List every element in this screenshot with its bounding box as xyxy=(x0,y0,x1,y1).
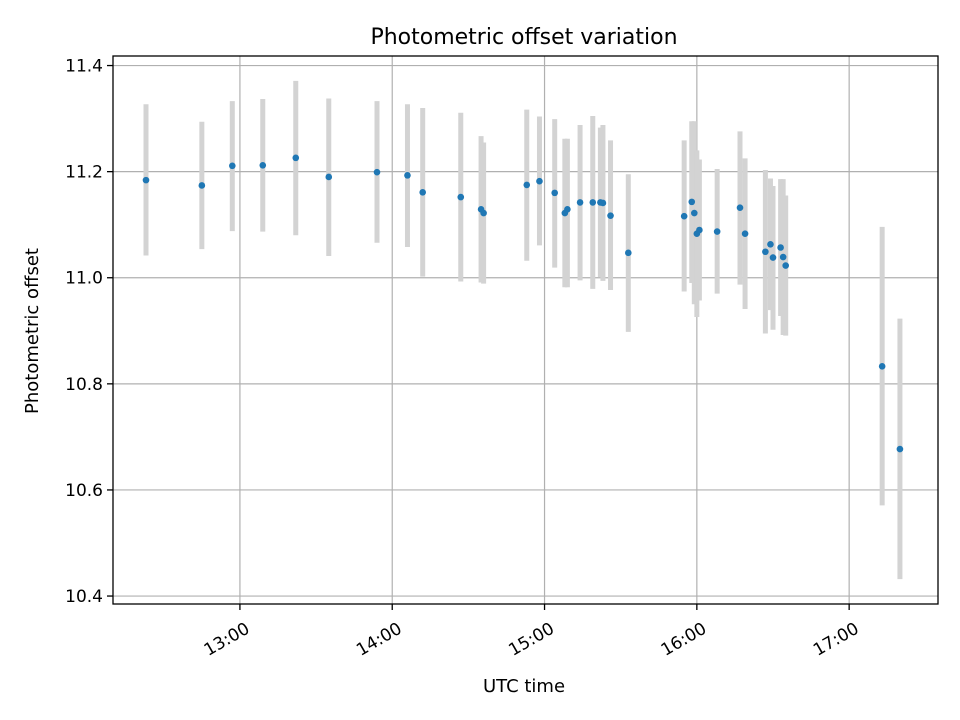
data-point xyxy=(713,228,721,235)
data-point xyxy=(536,177,543,185)
data-point xyxy=(688,198,696,206)
data-point xyxy=(767,241,774,248)
x-tick-label: 16:00 xyxy=(658,619,710,661)
data-point xyxy=(457,193,465,201)
data-point xyxy=(762,248,769,256)
data-point xyxy=(564,206,571,213)
data-point xyxy=(404,172,411,179)
data-point xyxy=(523,181,531,189)
x-tick-label: 13:00 xyxy=(201,619,253,661)
data-point xyxy=(769,254,777,261)
data-point xyxy=(480,209,487,217)
data-point xyxy=(607,212,614,219)
data-point xyxy=(551,189,558,197)
y-tick-label: 10.4 xyxy=(65,587,103,607)
y-tick-label: 11.4 xyxy=(65,57,103,77)
data-point xyxy=(373,168,381,176)
data-point xyxy=(625,249,632,257)
data-point xyxy=(696,226,703,234)
data-point xyxy=(736,204,744,212)
error-bars xyxy=(143,80,903,580)
x-axis-label: UTC time xyxy=(483,676,565,697)
data-point xyxy=(142,176,150,184)
data-point xyxy=(691,209,698,217)
data-points xyxy=(142,154,904,453)
data-point xyxy=(777,244,784,251)
grid-lines xyxy=(113,56,938,604)
data-point xyxy=(782,262,789,269)
x-tick-label: 15:00 xyxy=(505,619,557,661)
data-point xyxy=(229,162,236,170)
data-point xyxy=(419,189,426,196)
y-tick-label: 11.2 xyxy=(65,163,103,183)
x-tick-label: 14:00 xyxy=(353,619,405,661)
data-point xyxy=(878,363,886,370)
x-axis-ticks: 13:00 14:00 15:00 16:00 17:00 xyxy=(201,604,862,661)
data-point xyxy=(292,154,300,162)
x-tick-label: 17:00 xyxy=(810,619,862,661)
y-axis-ticks: 10.4 10.6 10.8 11.0 11.2 11.4 xyxy=(65,57,113,607)
data-point xyxy=(599,199,607,207)
data-point xyxy=(259,161,267,169)
data-point xyxy=(325,173,333,181)
y-tick-label: 10.8 xyxy=(65,375,103,395)
chart-title: Photometric offset variation xyxy=(370,25,677,50)
data-point xyxy=(576,199,584,206)
data-point xyxy=(779,253,787,261)
data-point xyxy=(198,182,206,189)
y-tick-label: 10.6 xyxy=(65,481,103,501)
data-point xyxy=(589,199,597,206)
data-point xyxy=(741,230,749,238)
data-point xyxy=(896,445,904,453)
data-point xyxy=(680,212,688,220)
y-axis-label: Photometric offset xyxy=(22,248,43,414)
y-tick-label: 11.0 xyxy=(65,269,103,289)
plot-frame xyxy=(112,55,939,605)
